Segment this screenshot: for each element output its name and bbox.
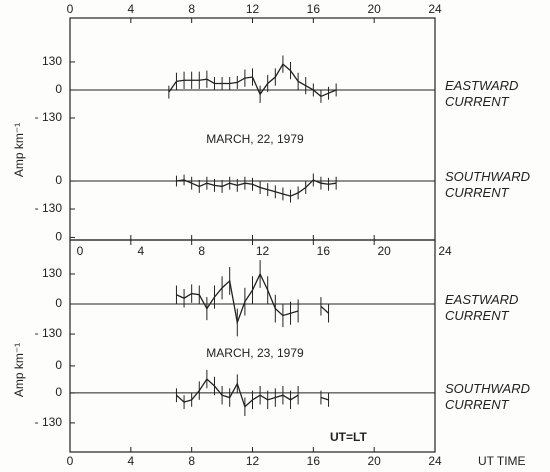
series-label-box: EASTWARD CURRENT xyxy=(445,77,519,109)
y-axis-label: Amp km⁻¹ xyxy=(12,123,26,177)
x-tick-label: 24 xyxy=(438,244,452,258)
y-tick-label: - 130 xyxy=(35,326,63,340)
x-tick-label: 8 xyxy=(198,244,205,258)
panel-title: MARCH, 22, 1979 xyxy=(206,132,304,146)
x-tick-label: 20 xyxy=(377,244,391,258)
series-label: SOUTHWARD CURRENT xyxy=(445,169,530,201)
y-tick-label: 0 xyxy=(55,173,62,187)
y-tick-label: 0 xyxy=(55,358,62,372)
y-tick-label: - 130 xyxy=(35,201,63,215)
y-tick-label: - 130 xyxy=(35,415,63,429)
y-tick-label: - 130 xyxy=(35,110,63,124)
x-tick-label: 20 xyxy=(367,454,381,468)
series-label: SOUTHWARD CURRENT xyxy=(445,380,530,412)
y-axis-label: Amp km⁻¹ xyxy=(12,343,26,397)
y-tick-label: 0 xyxy=(55,82,62,96)
x-tick-label: 4 xyxy=(127,454,134,468)
y-tick-label: 0 xyxy=(55,296,62,310)
x-tick-label: 16 xyxy=(307,454,321,468)
series-label: EASTWARD CURRENT xyxy=(445,77,519,109)
series-line xyxy=(176,179,337,197)
series-label-box: EASTWARD CURRENT xyxy=(445,292,519,323)
y-tick-label: 130 xyxy=(42,266,62,280)
x-tick-label: 0 xyxy=(67,454,74,468)
x-tick-label: 12 xyxy=(246,2,260,16)
y-tick-label: 0 xyxy=(55,230,62,244)
series-label-box: SOUTHWARD CURRENT xyxy=(445,380,530,412)
x-tick-label: 0 xyxy=(67,2,74,16)
x-tick-label: 20 xyxy=(367,2,381,16)
x-tick-label: 4 xyxy=(137,244,144,258)
y-tick-label: 130 xyxy=(42,54,62,68)
x-tick-label: 24 xyxy=(428,454,442,468)
x-tick-label: 12 xyxy=(246,454,260,468)
series-line xyxy=(320,305,329,314)
y-tick-label: 0 xyxy=(55,385,62,399)
x-tick-label: 16 xyxy=(317,244,331,258)
series-label-box: SOUTHWARD CURRENT xyxy=(445,169,530,201)
x-tick-label: 24 xyxy=(428,2,442,16)
x-tick-label: 16 xyxy=(307,2,321,16)
x-tick-label: 8 xyxy=(188,454,195,468)
series-line xyxy=(320,396,329,401)
x-tick-label: 8 xyxy=(188,2,195,16)
x-tick-label: 12 xyxy=(256,244,270,258)
annotation: UT=LT xyxy=(330,430,367,444)
series-label: EASTWARD CURRENT xyxy=(445,292,519,323)
x-axis-label: UT TIME xyxy=(478,454,526,468)
x-tick-label: 4 xyxy=(127,2,134,16)
x-tick-label: 0 xyxy=(77,244,84,258)
panel-title: MARCH, 23, 1979 xyxy=(206,346,304,360)
plot-frame xyxy=(69,17,436,241)
